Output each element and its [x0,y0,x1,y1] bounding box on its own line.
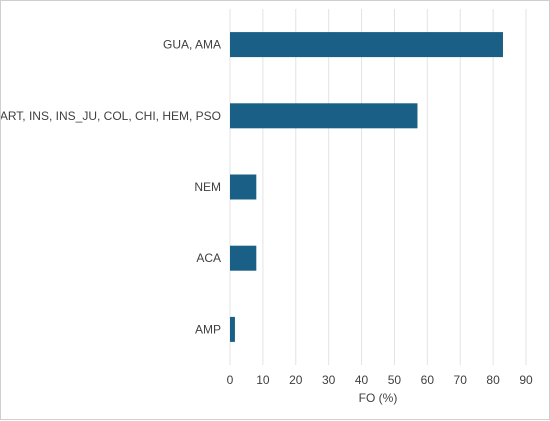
x-tick-label-90: 90 [519,373,533,387]
x-tick-label-10: 10 [256,373,270,387]
x-tick-label-20: 20 [289,373,303,387]
category-label-2: NEM [194,180,221,194]
bar-3 [230,245,257,271]
x-tick-labels: 0 10 20 30 40 50 60 70 80 90 [227,373,533,387]
x-axis-title: FO (%) [359,391,398,405]
x-tick-label-30: 30 [322,373,336,387]
gridlines [229,9,527,365]
category-label-4: AMP [195,322,221,336]
x-tick-label-60: 60 [421,373,435,387]
bars [230,32,503,342]
bar-0 [230,32,503,58]
x-tick-label-80: 80 [486,373,500,387]
x-tick-label-40: 40 [355,373,369,387]
category-label-3: ACA [196,251,221,265]
bar-4 [230,316,235,342]
x-tick-label-0: 0 [227,373,234,387]
category-label-0: GUA, AMA [163,38,221,52]
bar-1 [230,103,418,129]
x-tick-label-70: 70 [454,373,468,387]
category-label-1: ART, INS, INS_JU, COL, CHI, HEM, PSO [1,109,221,123]
bar-2 [230,174,257,200]
category-labels: GUA, AMA ART, INS, INS_JU, COL, CHI, HEM,… [1,38,221,337]
x-tick-label-50: 50 [388,373,402,387]
